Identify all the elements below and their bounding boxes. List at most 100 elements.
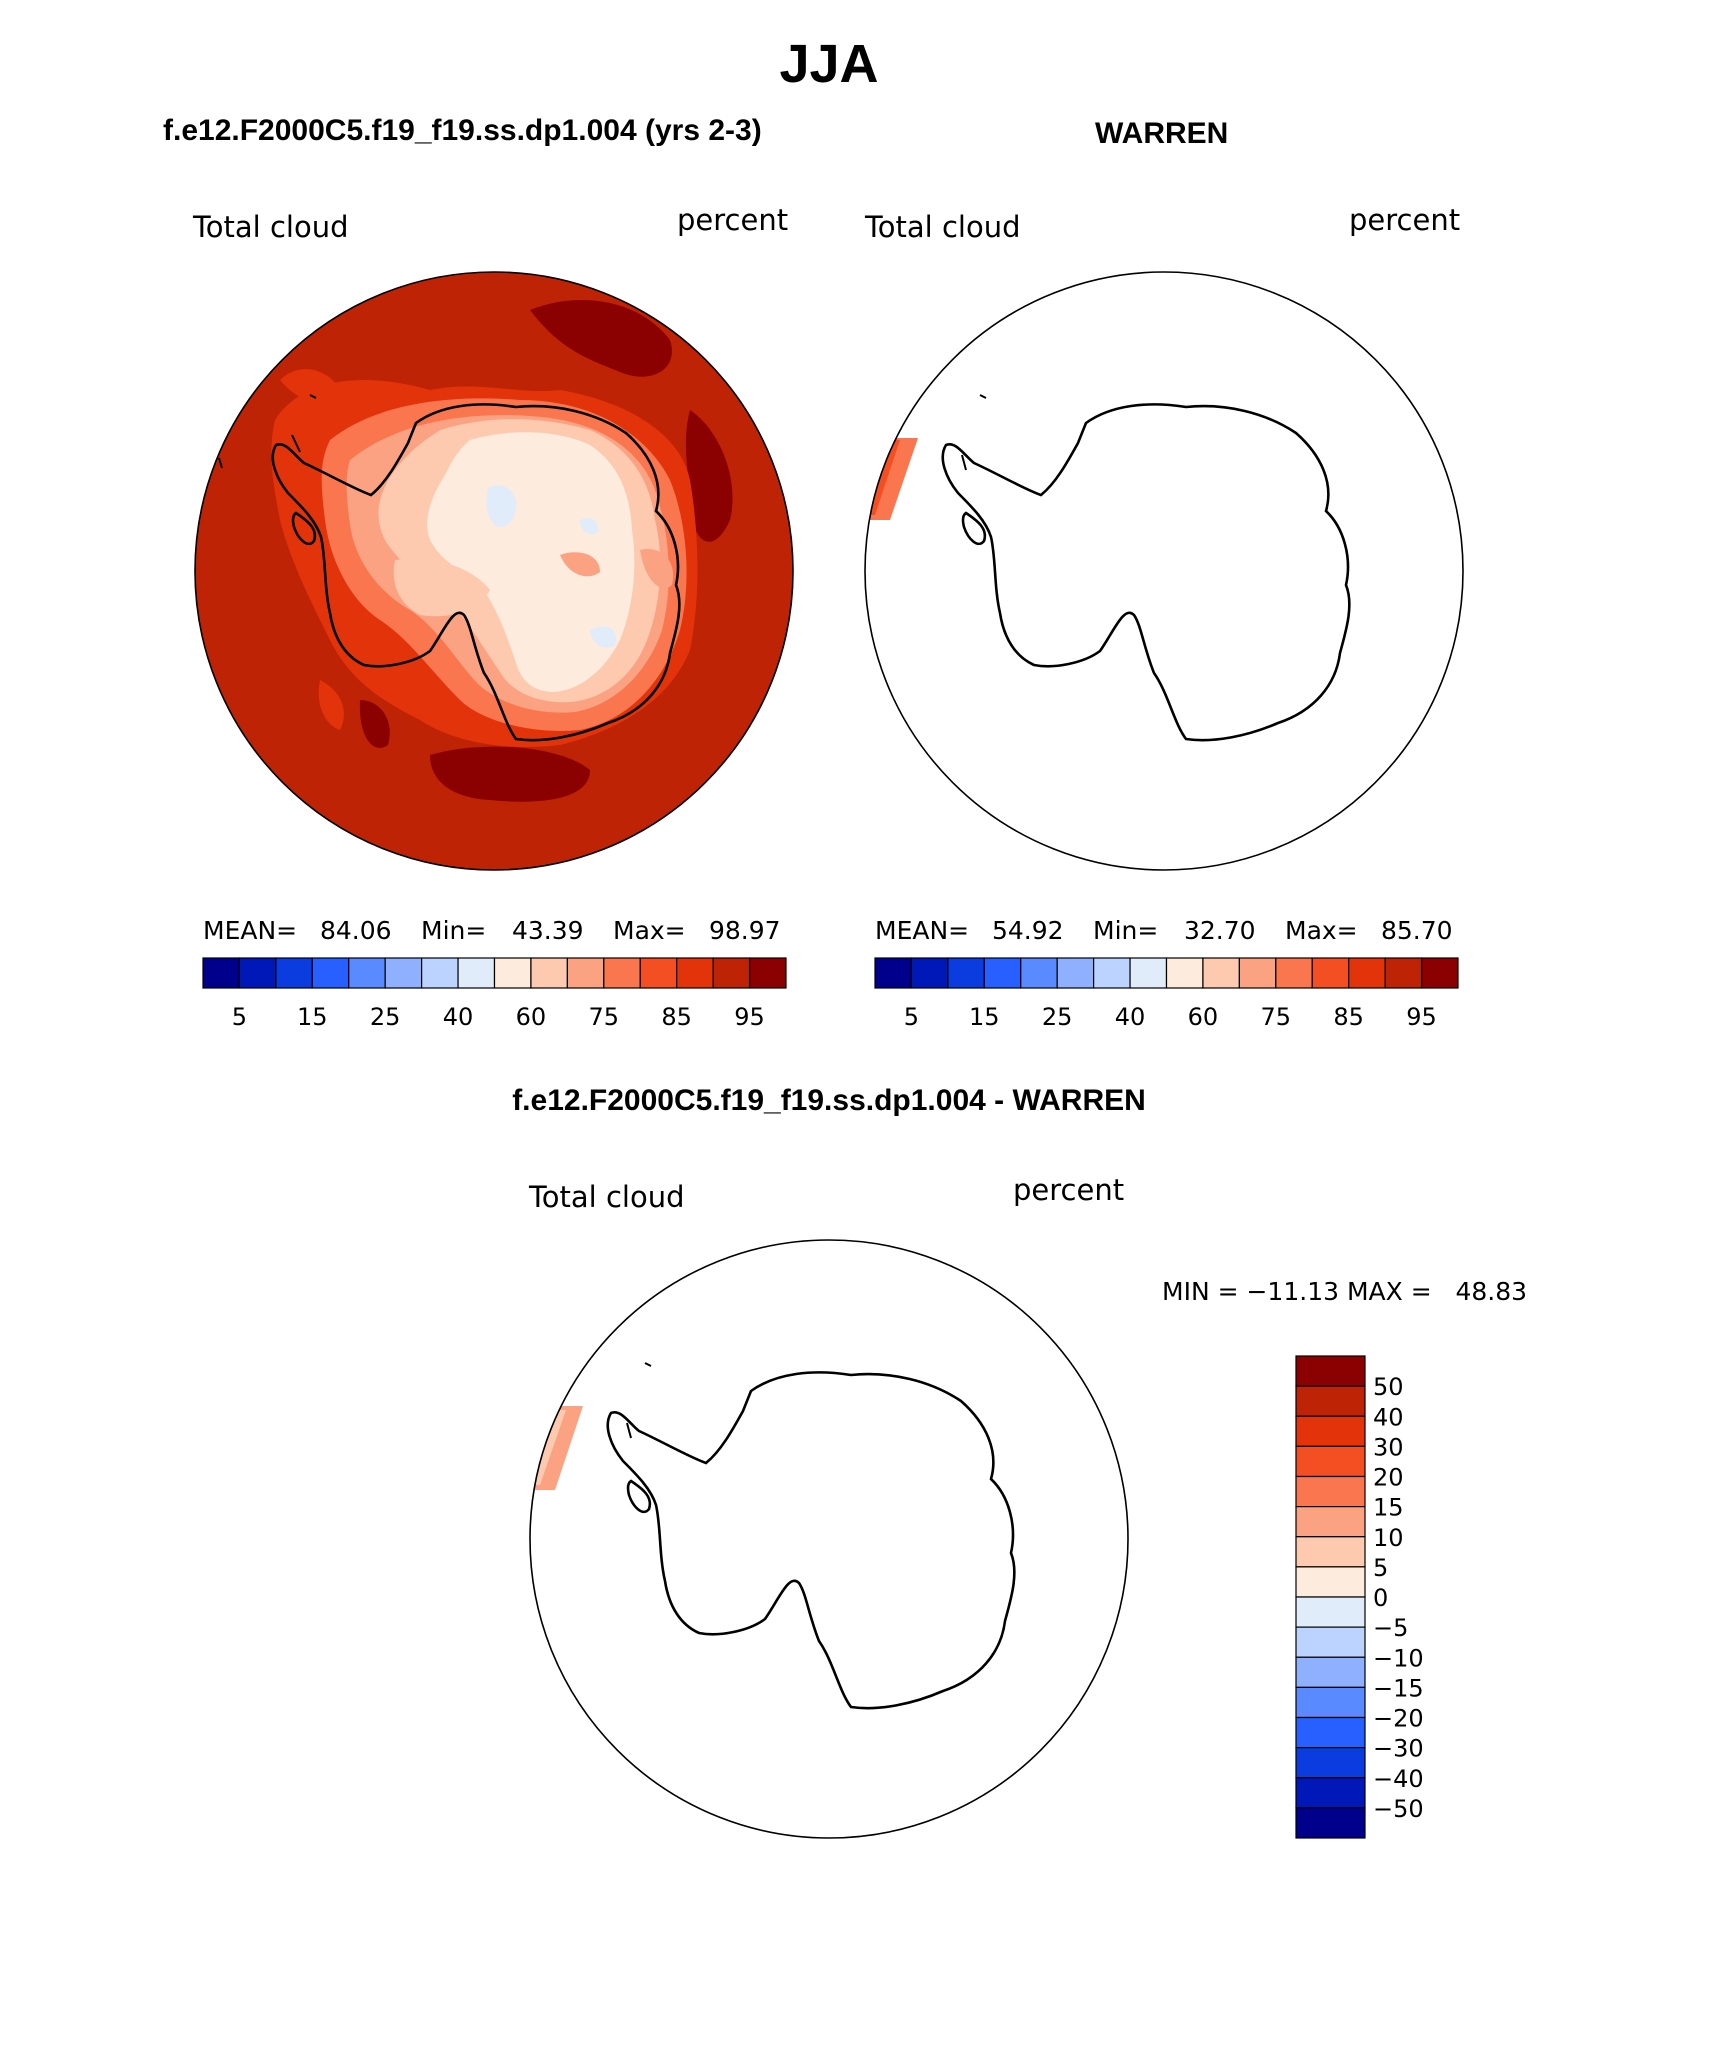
panel-model-case-label: f.e12.F2000C5.f19_f19.ss.dp1.004 (yrs 2-…: [163, 114, 762, 147]
colorbar-model-swatch: [712, 957, 751, 989]
colorbar-diff-tick-label: −5: [1373, 1614, 1408, 1642]
colorbar-diff-swatch: [1295, 1777, 1366, 1809]
panel-diff-variable: Total cloud: [528, 1180, 684, 1214]
colorbar-obs-swatch: [910, 957, 949, 989]
panel-model-mean-value: 84.06: [320, 916, 392, 945]
colorbar-diff-swatch: [1295, 1716, 1366, 1749]
colorbar-model-swatch: [421, 957, 459, 989]
panel-obs-stats: MEAN= 54.92 Min= 32.70 Max= 85.70: [875, 916, 1453, 945]
colorbar-model-swatch: [639, 957, 678, 989]
panel-model: f.e12.F2000C5.f19_f19.ss.dp1.004 (yrs 2-…: [163, 114, 794, 1031]
colorbar-obs-swatch: [1384, 957, 1423, 989]
colorbar-diff-swatch: [1295, 1686, 1366, 1719]
colorbar-diff-tick-label: −50: [1373, 1795, 1424, 1823]
colorbar-model-swatch: [238, 957, 277, 989]
panel-model-colorbar: 5 15 25 40 60 75 85 95: [202, 957, 787, 1031]
panel-obs-mean-value: 54.92: [992, 916, 1064, 945]
colorbar-obs-tick-label: 15: [969, 1003, 1000, 1031]
colorbar-obs-swatch: [1093, 957, 1131, 989]
colorbar-model-tick-label: 75: [589, 1003, 620, 1031]
panel-diff-minmax: MIN = −11.13 MAX = 48.83: [1162, 1277, 1527, 1306]
panel-model-map-border: [194, 271, 794, 871]
colorbar-obs-swatch: [1020, 957, 1058, 989]
colorbar-obs-tick-label: 25: [1042, 1003, 1073, 1031]
colorbar-diff-tick-label: −15: [1373, 1674, 1424, 1702]
colorbar-obs-swatch: [1348, 957, 1386, 989]
colorbar-model-swatch: [275, 957, 313, 989]
colorbar-diff-tick-label: 0: [1373, 1584, 1388, 1612]
colorbar-model-swatch: [530, 957, 568, 989]
colorbar-diff-tick-label: −40: [1373, 1765, 1424, 1793]
colorbar-model-tick-label: 25: [370, 1003, 401, 1031]
panel-model-units: percent: [677, 203, 788, 237]
colorbar-diff-swatch: [1295, 1445, 1366, 1478]
panel-obs-mean-label: MEAN=: [875, 916, 969, 945]
panel-obs: WARREN Total cloud percent MEAN= 54.92 M…: [864, 117, 1464, 1031]
colorbar-obs-swatch: [983, 957, 1022, 989]
colorbar-diff-swatch: [1295, 1566, 1366, 1598]
colorbar-obs-swatch: [1420, 957, 1459, 989]
panel-diff-case-label: f.e12.F2000C5.f19_f19.ss.dp1.004 - WARRE…: [512, 1084, 1146, 1117]
colorbar-diff-swatch: [1295, 1355, 1366, 1387]
colorbar-obs-tick-label: 95: [1406, 1003, 1437, 1031]
panel-obs-max-label: Max=: [1285, 916, 1358, 945]
panel-model-ice-sheet-clouds: [321, 398, 687, 731]
colorbar-diff-tick-label: −30: [1373, 1735, 1424, 1763]
panel-model-min-value: 43.39: [512, 916, 584, 945]
colorbar-model-swatch: [493, 957, 532, 989]
colorbar-obs-tick-label: 75: [1261, 1003, 1292, 1031]
panel-diff-units: percent: [1013, 1173, 1124, 1207]
panel-obs-variable: Total cloud: [864, 210, 1020, 244]
colorbar-diff-swatch: [1295, 1626, 1366, 1658]
colorbar-diff-swatch: [1295, 1475, 1366, 1508]
colorbar-obs-swatch: [1238, 957, 1277, 989]
panel-obs-case-label: WARREN: [1095, 117, 1228, 150]
colorbar-model-tick-label: 15: [297, 1003, 328, 1031]
panel-obs-max-value: 85.70: [1381, 916, 1453, 945]
panel-model-max-value: 98.97: [709, 916, 781, 945]
colorbar-obs-swatch: [1311, 957, 1350, 989]
panel-obs-units: percent: [1349, 203, 1460, 237]
colorbar-model-tick-label: 40: [443, 1003, 474, 1031]
panel-obs-min-value: 32.70: [1184, 916, 1256, 945]
colorbar-obs-swatch: [1056, 957, 1095, 989]
colorbar-model-swatch: [457, 957, 496, 989]
panel-diff: f.e12.F2000C5.f19_f19.ss.dp1.004 - WARRE…: [512, 1084, 1527, 1839]
colorbar-model-tick-label: 95: [734, 1003, 765, 1031]
panel-model-map: [195, 272, 793, 870]
panel-model-stats: MEAN= 84.06 Min= 43.39 Max= 98.97: [203, 916, 781, 945]
panel-model-min-label: Min=: [421, 916, 486, 945]
panel-diff-map-border: [529, 1239, 1129, 1839]
colorbar-diff-swatch: [1295, 1656, 1366, 1688]
colorbar-diff-tick-label: 5: [1373, 1554, 1388, 1582]
panel-obs-min-label: Min=: [1093, 916, 1158, 945]
colorbar-obs-tick-label: 5: [904, 1003, 919, 1031]
colorbar-diff-tick-label: 15: [1373, 1494, 1404, 1522]
colorbar-diff-tick-label: 10: [1373, 1524, 1404, 1552]
colorbar-diff-tick-label: −10: [1373, 1644, 1424, 1672]
colorbar-model-tick-label: 60: [516, 1003, 547, 1031]
colorbar-obs-swatch: [1202, 957, 1240, 989]
colorbar-model-swatch: [748, 957, 787, 989]
colorbar-diff-swatch: [1295, 1506, 1366, 1538]
colorbar-obs-swatch: [947, 957, 985, 989]
colorbar-obs-tick-label: 40: [1115, 1003, 1146, 1031]
colorbar-diff-tick-label: 40: [1373, 1403, 1404, 1431]
panel-obs-colorbar: 5 15 25 40 60 75 85 95: [874, 957, 1459, 1031]
colorbar-diff-swatch: [1295, 1385, 1366, 1417]
colorbar-obs-swatch: [1165, 957, 1204, 989]
colorbar-model-swatch: [676, 957, 714, 989]
colorbar-diff-tick-label: −20: [1373, 1705, 1424, 1733]
panel-model-mean-label: MEAN=: [203, 916, 297, 945]
colorbar-obs-swatch: [1275, 957, 1313, 989]
figure-title: JJA: [779, 34, 878, 94]
colorbar-obs-swatch: [1129, 957, 1168, 989]
colorbar-model-swatch: [384, 957, 423, 989]
colorbar-diff-swatch: [1295, 1807, 1366, 1839]
colorbar-diff-swatch: [1295, 1536, 1366, 1568]
panel-model-variable: Total cloud: [192, 210, 348, 244]
colorbar-diff-tick-label: 30: [1373, 1433, 1404, 1461]
panel-obs-map-border: [864, 271, 1464, 871]
